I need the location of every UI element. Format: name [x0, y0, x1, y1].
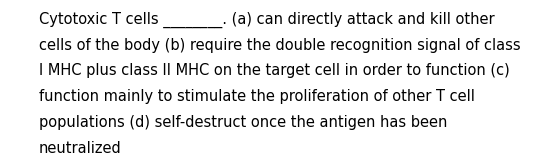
Text: Cytotoxic T cells ________. (a) can directly attack and kill other: Cytotoxic T cells ________. (a) can dire…	[39, 12, 495, 28]
Text: populations (d) self-destruct once the antigen has been: populations (d) self-destruct once the a…	[39, 115, 448, 130]
Text: cells of the body (b) require the double recognition signal of class: cells of the body (b) require the double…	[39, 38, 521, 53]
Text: function mainly to stimulate the proliferation of other T cell: function mainly to stimulate the prolife…	[39, 89, 475, 104]
Text: I MHC plus class II MHC on the target cell in order to function (c): I MHC plus class II MHC on the target ce…	[39, 63, 510, 78]
Text: neutralized: neutralized	[39, 141, 122, 156]
